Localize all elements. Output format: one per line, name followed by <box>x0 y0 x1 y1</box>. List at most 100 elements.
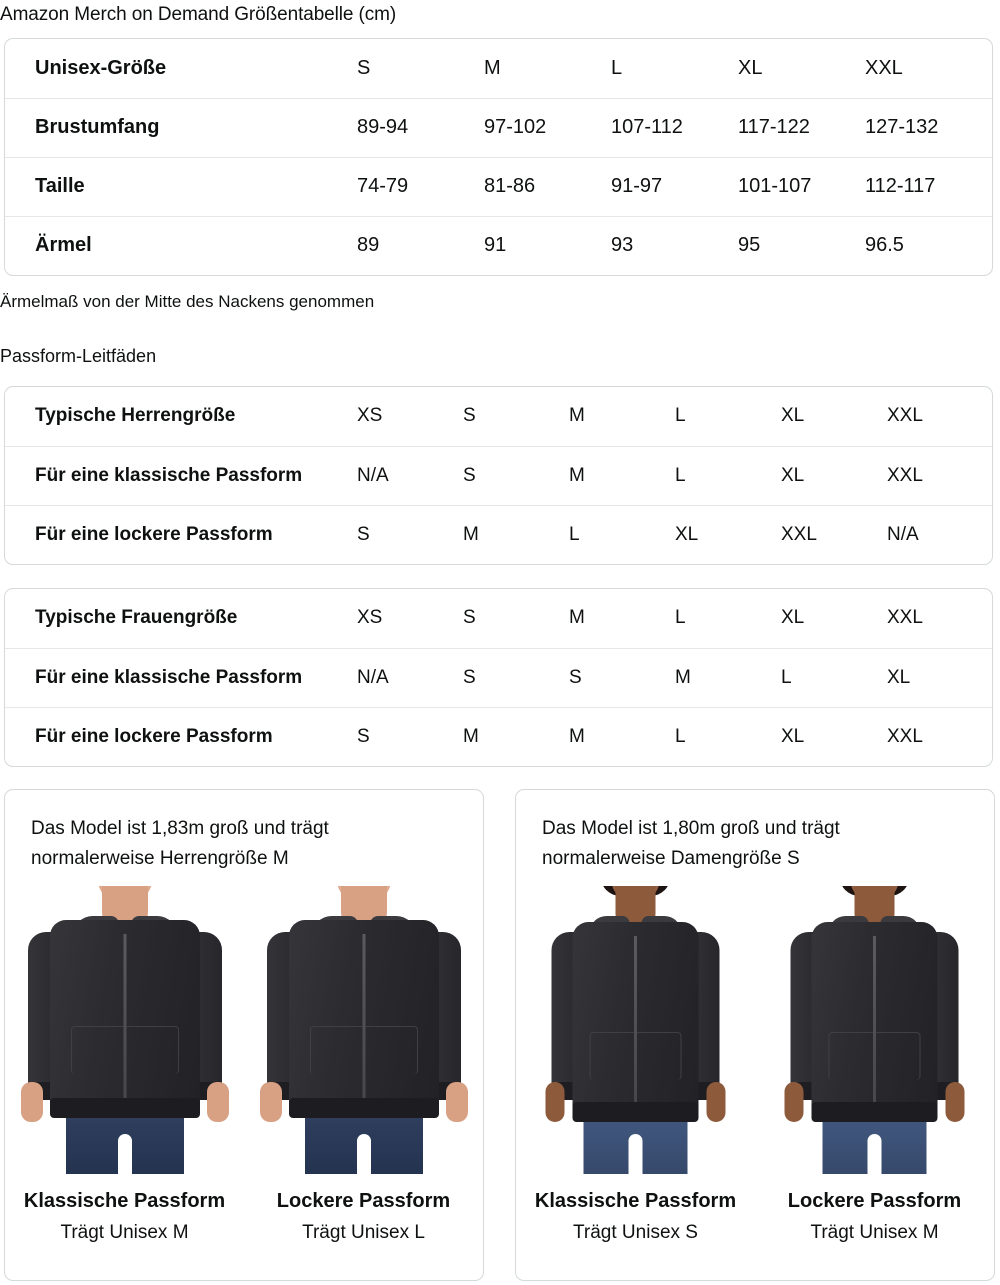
row-label: Ärmel <box>5 215 357 275</box>
cell-value: 89-94 <box>357 97 484 157</box>
fit-title: Lockere Passform <box>787 1190 962 1212</box>
table-row: Brustumfang 89-94 97-102 107-112 117-122… <box>5 97 992 157</box>
cell-value: N/A <box>357 647 463 707</box>
cell-value: XL <box>781 607 805 629</box>
womens-model-caption: Das Model ist 1,80m groß und trägt norma… <box>542 818 840 869</box>
cell-value: XL <box>887 647 992 707</box>
table-row: Ärmel 89 91 93 95 96.5 <box>5 215 992 275</box>
cell-value: 112-117 <box>865 156 992 216</box>
row-label: Für eine klassische Passform <box>5 647 357 707</box>
cell-value: M <box>463 706 569 766</box>
cell-value: M <box>569 706 675 766</box>
womens-model-card: Das Model ist 1,80m groß und trägt norma… <box>515 789 995 1281</box>
page-title: Amazon Merch on Demand Größentabelle (cm… <box>0 4 397 25</box>
zipper <box>873 936 876 1114</box>
mens-classic-fit-caption: Klassische Passform Trägt Unisex M <box>5 1190 244 1244</box>
cell-value: M <box>569 405 585 427</box>
cell-value: XL <box>781 445 887 505</box>
zipper <box>634 936 637 1114</box>
row-label: Brustumfang <box>5 97 357 157</box>
cell-value: 97-102 <box>484 97 611 157</box>
table-row: Für eine klassische Passform N/A S S M L… <box>5 647 992 707</box>
cell-value: N/A <box>357 445 463 505</box>
womens-fit-table: Typische Frauengröße XS S M L XL XXL Für… <box>5 589 992 766</box>
fit-guide-title: Passform-Leitfäden <box>0 346 157 366</box>
hem-band <box>811 1102 938 1122</box>
fit-title: Klassische Passform <box>534 1190 737 1212</box>
right-hand <box>445 1082 468 1122</box>
cell-value: S <box>357 56 371 79</box>
cell-value: 96.5 <box>865 215 992 275</box>
womens-classic-fit-photo <box>516 886 755 1174</box>
row-label: Typische Frauengröße <box>35 607 238 629</box>
row-label: Für eine lockere Passform <box>5 706 357 766</box>
cell-value: XL <box>781 405 805 427</box>
cell-value: S <box>463 607 476 629</box>
fit-wears: Trägt Unisex M <box>810 1222 939 1243</box>
left-hand <box>784 1082 804 1122</box>
cell-value: XS <box>357 607 383 629</box>
row-label: Taille <box>5 156 357 216</box>
cell-value: 95 <box>738 215 865 275</box>
cell-value: S <box>463 445 569 505</box>
cell-value: S <box>463 405 476 427</box>
cell-value: M <box>569 445 675 505</box>
mens-classic-fit-photo <box>5 886 244 1174</box>
cell-value: 93 <box>611 215 738 275</box>
table-row: Typische Herrengröße XS S M L XL XXL <box>5 387 992 446</box>
table-row: Für eine lockere Passform S M L XL XXL N… <box>5 504 992 564</box>
womens-fit-captions: Klassische Passform Trägt Unisex S Locke… <box>516 1190 994 1244</box>
cell-value: L <box>675 445 781 505</box>
row-label: Unisex-Größe <box>35 56 167 79</box>
row-label: Für eine lockere Passform <box>5 504 357 564</box>
cell-value: M <box>569 607 585 629</box>
zipper <box>362 934 365 1110</box>
cell-value: XXL <box>887 607 923 629</box>
mens-relaxed-fit-caption: Lockere Passform Trägt Unisex L <box>244 1190 483 1244</box>
mens-photo-row <box>5 886 483 1174</box>
cell-value: XL <box>738 56 763 79</box>
cell-value: XXL <box>887 445 992 505</box>
cell-value: N/A <box>887 504 992 564</box>
cell-value: 101-107 <box>738 156 865 216</box>
cell-value: S <box>357 706 463 766</box>
womens-classic-fit-caption: Klassische Passform Trägt Unisex S <box>516 1190 755 1244</box>
left-hand <box>20 1082 43 1122</box>
cell-value: S <box>463 647 569 707</box>
cell-value: XS <box>357 405 383 427</box>
fit-title: Lockere Passform <box>276 1190 451 1212</box>
left-hand <box>545 1082 565 1122</box>
sleeve-measure-note: Ärmelmaß von der Mitte des Nackens genom… <box>0 292 375 311</box>
hem-band <box>572 1102 699 1122</box>
cell-value: XXL <box>781 504 887 564</box>
cell-value: XXL <box>887 405 923 427</box>
cell-value: 91-97 <box>611 156 738 216</box>
mens-fit-table-card: Typische Herrengröße XS S M L XL XXL Für… <box>4 386 993 565</box>
female-model-figure-relaxed <box>784 886 965 1174</box>
table-row: Typische Frauengröße XS S M L XL XXL <box>5 589 992 648</box>
womens-relaxed-fit-caption: Lockere Passform Trägt Unisex M <box>755 1190 994 1244</box>
cell-value: L <box>675 405 686 427</box>
cell-value: S <box>357 504 463 564</box>
cell-value: 117-122 <box>738 97 865 157</box>
female-model-figure-classic <box>545 886 726 1174</box>
mens-relaxed-fit-photo <box>244 886 483 1174</box>
table-row: Taille 74-79 81-86 91-97 101-107 112-117 <box>5 156 992 216</box>
right-hand <box>206 1082 229 1122</box>
left-hand <box>259 1082 282 1122</box>
table-row: Für eine lockere Passform S M M L XL XXL <box>5 706 992 766</box>
cell-value: XL <box>675 504 781 564</box>
womens-photo-row <box>516 886 994 1174</box>
cell-value: 81-86 <box>484 156 611 216</box>
mens-fit-captions: Klassische Passform Trägt Unisex M Locke… <box>5 1190 483 1244</box>
cell-value: 74-79 <box>357 156 484 216</box>
cell-value: M <box>463 504 569 564</box>
cell-value: XXL <box>865 56 903 79</box>
cell-value: M <box>484 56 501 79</box>
table-row: Für eine klassische Passform N/A S M L X… <box>5 445 992 505</box>
measurement-table-card: Unisex-Größe S M L XL XXL Brustumfang 89… <box>4 38 993 276</box>
cell-value: 91 <box>484 215 611 275</box>
zipper <box>123 934 126 1110</box>
mens-model-caption: Das Model ist 1,83m groß und trägt norma… <box>31 818 329 869</box>
